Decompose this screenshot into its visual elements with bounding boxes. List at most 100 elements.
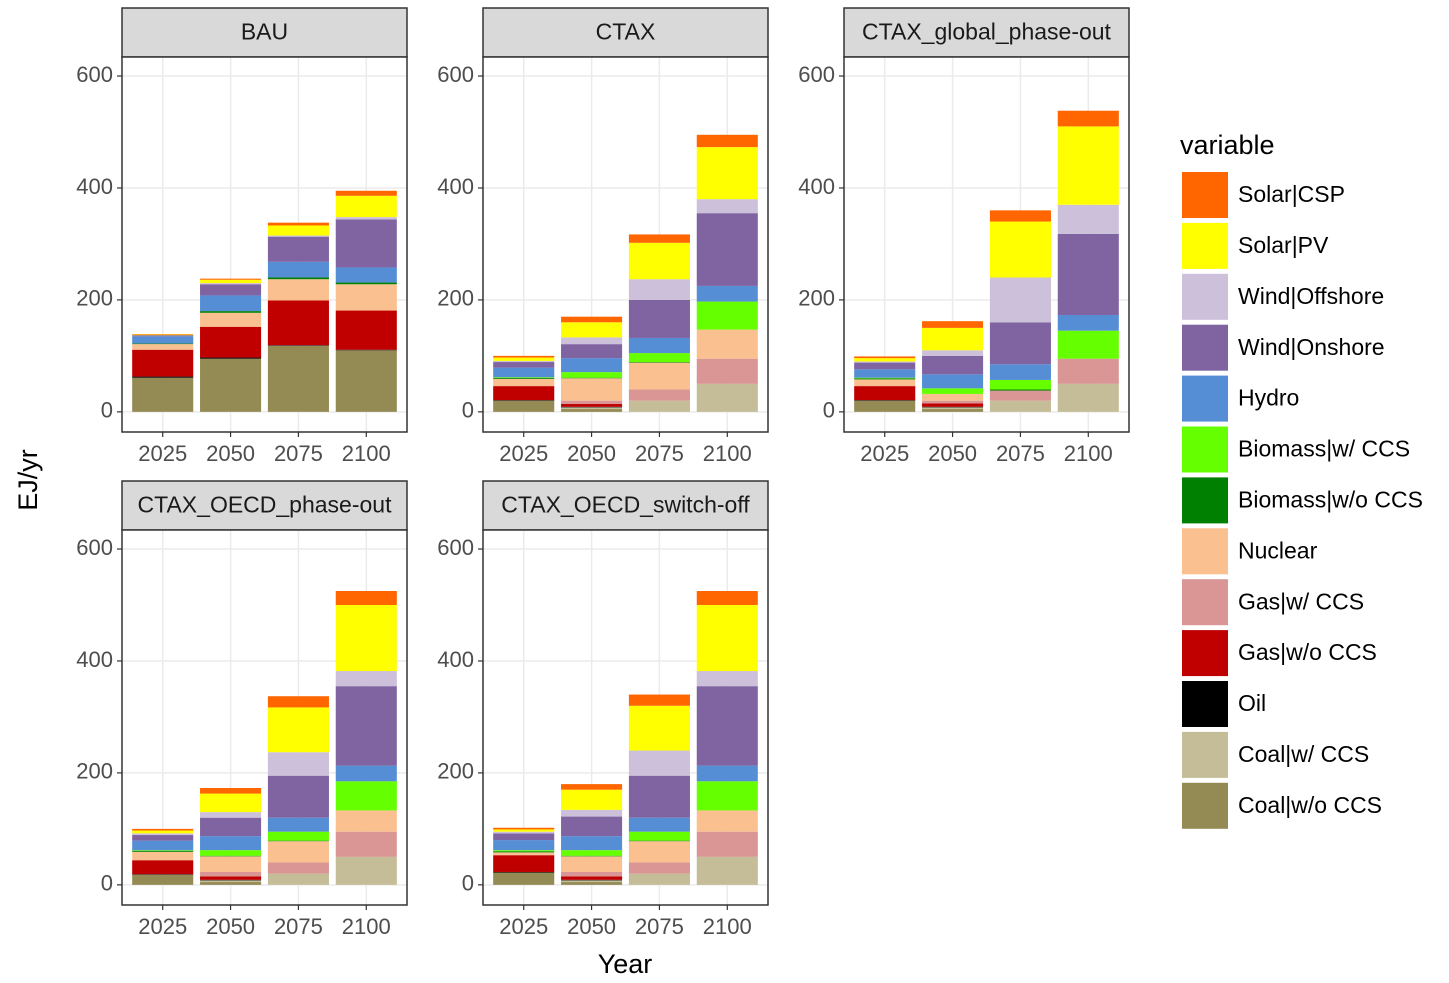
bar-segment [132, 850, 194, 851]
bar-segment [922, 407, 984, 410]
legend-label: Hydro [1238, 385, 1299, 411]
bar-segment [335, 310, 397, 350]
bar-segment [493, 855, 555, 872]
bar-segment [628, 840, 690, 842]
bar-segment [335, 195, 397, 218]
bar-segment [696, 856, 758, 885]
bar-segment [561, 378, 623, 401]
bar-segment [335, 591, 397, 605]
x-tick-label: 2025 [138, 914, 187, 939]
bar-segment [200, 876, 262, 880]
bar-segment [696, 686, 758, 766]
bar-segment [335, 219, 397, 268]
bar-segment [200, 855, 262, 857]
legend-label: Biomass|w/o CCS [1238, 486, 1423, 512]
bar-segment [335, 671, 397, 687]
bar-segment [854, 358, 916, 362]
bar-segment [335, 605, 397, 672]
legend-label: Biomass|w/ CCS [1238, 436, 1410, 462]
bar-segment [696, 199, 758, 214]
bar-segment [493, 850, 555, 852]
panel-title: BAU [241, 19, 288, 45]
bar-segment [1057, 204, 1119, 234]
bar-segment [335, 217, 397, 220]
bar-segment [561, 316, 623, 323]
bar-segment [628, 831, 690, 841]
panel-title: CTAX_OECD_switch-off [501, 492, 750, 518]
legend-key [1182, 681, 1228, 727]
bar-segment [132, 344, 194, 350]
bar-segment [628, 362, 690, 363]
bar-segment [200, 879, 262, 881]
bar-segment [922, 409, 984, 412]
legend-label: Coal|w/ CCS [1238, 741, 1369, 767]
bar-segment [493, 829, 555, 832]
bar-segment [493, 400, 555, 412]
bar-segment [267, 277, 329, 280]
bar-segment [493, 355, 555, 358]
x-tick-label: 2025 [499, 441, 548, 466]
legend-label: Gas|w/o CCS [1238, 639, 1377, 665]
bar-segment [628, 694, 690, 706]
bar-segment [335, 810, 397, 832]
x-tick-label: 2075 [635, 441, 684, 466]
strip [121, 480, 408, 531]
bar-segment [200, 880, 262, 883]
bar-segment [335, 686, 397, 766]
bar-segment [493, 827, 555, 830]
bar-segment [854, 362, 916, 370]
bar-segment [132, 376, 194, 378]
bar-segment [132, 840, 194, 851]
bar-segment [561, 876, 623, 880]
panel-title: CTAX_OECD_phase-out [138, 492, 393, 518]
bar-segment [561, 358, 623, 373]
y-tick-label: 400 [437, 174, 474, 199]
bar-segment [132, 851, 194, 861]
bar-segment [267, 225, 329, 236]
legend-title: variable [1180, 130, 1275, 160]
bar-segment [335, 765, 397, 782]
y-tick-label: 200 [798, 286, 835, 311]
strip [843, 7, 1130, 58]
bar-segment [989, 322, 1051, 365]
bar-segment [561, 784, 623, 790]
bar-segment [132, 850, 194, 852]
bar-segment [267, 222, 329, 226]
bar-segment [493, 852, 555, 856]
bar-segment [267, 300, 329, 346]
bar-segment [200, 283, 262, 285]
bar-segment [132, 833, 194, 836]
bar-segment [854, 386, 916, 401]
y-tick-label: 200 [437, 286, 474, 311]
bar-segment [628, 337, 690, 354]
bar-segment [696, 781, 758, 811]
bar-segment [628, 873, 690, 885]
bar-segment [1057, 330, 1119, 359]
bar-segment [493, 871, 555, 873]
bar-segment [267, 707, 329, 753]
y-tick-label: 0 [823, 398, 835, 423]
bar-segment [628, 389, 690, 401]
bar-segment [854, 356, 916, 359]
y-tick-label: 600 [437, 62, 474, 87]
legend-key [1182, 375, 1228, 422]
bar-segment [1057, 358, 1119, 384]
bar-segment [561, 337, 623, 345]
x-tick-label: 2075 [274, 441, 323, 466]
bar-segment [989, 400, 1051, 412]
bar-segment [200, 311, 262, 313]
bar-segment [561, 407, 623, 410]
bar-segment [267, 235, 329, 237]
bar-segment [922, 355, 984, 375]
bar-segment [922, 403, 984, 407]
bar-segment [561, 850, 623, 856]
bar-segment [561, 344, 623, 359]
bar-segment [854, 361, 916, 363]
bar-segment [132, 343, 194, 345]
bar-segment [132, 334, 194, 335]
bar-segment [628, 775, 690, 818]
x-tick-label: 2050 [567, 914, 616, 939]
legend-key [1182, 782, 1228, 829]
bar-segment [493, 357, 555, 361]
